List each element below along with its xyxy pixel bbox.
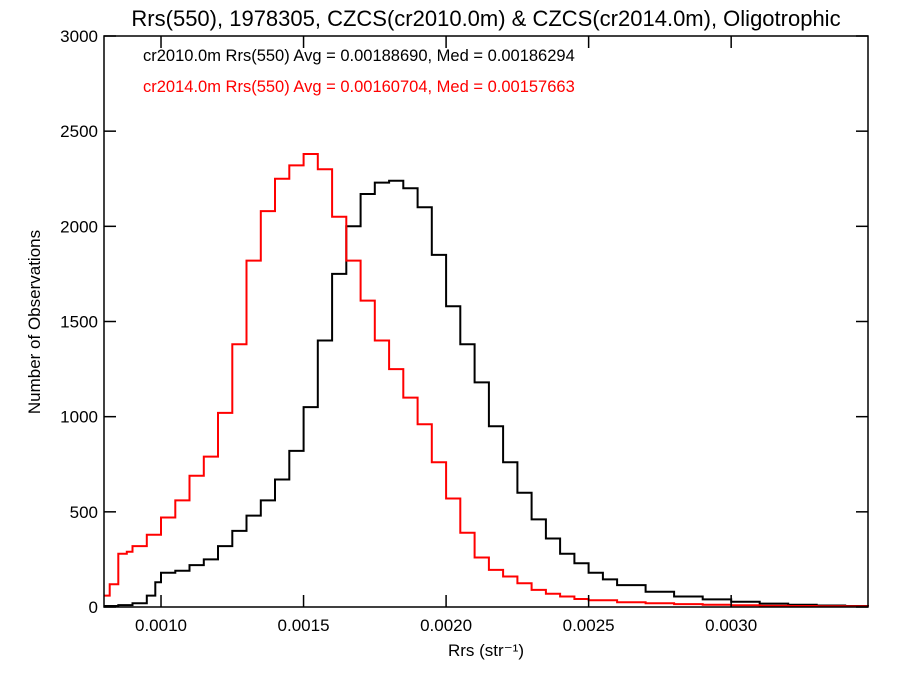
x-tick-label: 0.0015 [278,616,330,635]
legend-entry-cr2010: cr2010.0m Rrs(550) Avg = 0.00188690, Med… [143,47,575,65]
x-axis-label: Rrs (str⁻¹) [448,641,524,660]
x-tick-label: 0.0030 [705,616,757,635]
series-line-0 [104,179,869,607]
x-tick-label: 0.0010 [135,616,187,635]
y-tick-label: 2500 [60,122,98,141]
y-tick-label: 1000 [60,408,98,427]
y-tick-label: 2000 [60,217,98,236]
y-tick-label: 1500 [60,313,98,332]
y-tick-label: 3000 [60,27,98,46]
y-axis-ticks: 0 500 1000 1500 2000 2500 3000 [60,27,868,617]
series-layer [104,153,869,608]
y-tick-label: 0 [89,598,98,617]
x-tick-label: 0.0020 [420,616,472,635]
x-tick-label: 0.0025 [563,616,615,635]
chart-title: Rrs(550), 1978305, CZCS(cr2010.0m) & CZC… [131,6,840,31]
plot-frame [103,35,869,608]
y-tick-label: 500 [70,503,98,522]
y-axis-label: Number of Observations [25,230,44,414]
series-line-1 [104,153,869,608]
plot-area [103,35,869,608]
x-axis-ticks: 0.0010 0.0015 0.0020 0.0025 0.0030 [135,36,757,635]
legend-entry-cr2014: cr2014.0m Rrs(550) Avg = 0.00160704, Med… [143,78,575,96]
